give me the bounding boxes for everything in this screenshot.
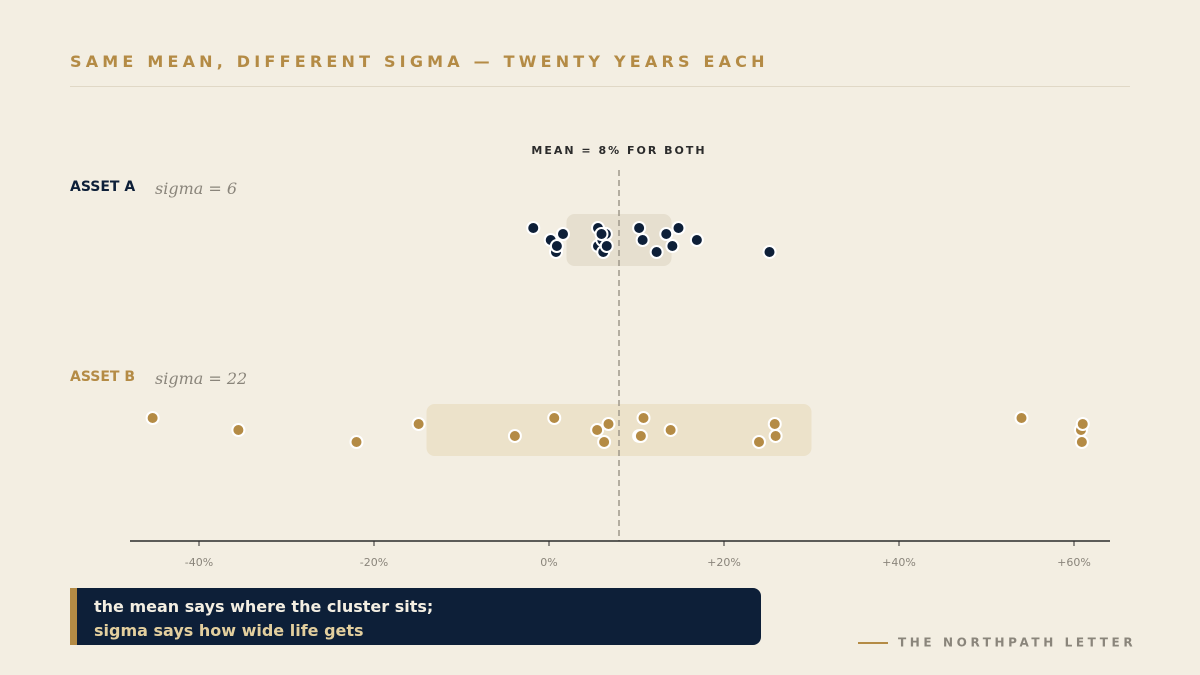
brand-dash [858,641,888,644]
callout-line-1: the mean says where the cluster sits; [94,597,434,616]
asset-b-point [1075,417,1090,431]
asset-a-point [549,239,564,253]
asset-b-point [601,417,616,431]
asset-a-point [659,227,674,241]
mean-label: MEAN = 8% FOR BOTH [531,144,706,157]
asset-b-point [752,435,766,449]
asset-b-point [349,435,364,449]
x-tick-label: -20% [360,556,388,569]
asset-b-point [663,423,678,437]
x-tick-label: +20% [707,556,741,569]
asset-b-point [1014,411,1029,425]
asset-a-point [762,245,777,259]
asset-a-point [556,227,570,241]
asset-b-sigma-label: sigma = 22 [155,369,248,388]
asset-b-point [1074,435,1089,449]
asset-b-point [633,429,648,443]
asset-b-label: ASSET B [70,369,136,385]
asset-b-point [507,429,522,443]
asset-b-point [231,423,246,437]
asset-b-point [547,411,562,425]
asset-b-point [145,411,160,425]
brand-signature: THE NORTHPATH LETTER [858,632,1136,651]
asset-b-point [636,411,651,425]
asset-a-point [599,239,614,253]
asset-b-point [590,423,605,437]
brand-name: THE NORTHPATH LETTER [898,635,1137,650]
asset-a-point [635,233,650,247]
x-tick-label: +60% [1057,556,1091,569]
asset-a-point [665,239,680,253]
asset-a-point [594,227,609,241]
callout-line-2: sigma says how wide life gets [94,621,364,640]
asset-a-point [649,245,664,259]
x-tick-label: 0% [540,556,557,569]
asset-a-point [526,221,541,235]
asset-a-point [671,221,686,235]
asset-b-point [597,435,612,449]
asset-a-point [632,221,647,235]
asset-a-sigma-label: sigma = 6 [155,179,238,198]
asset-b-point [768,429,783,443]
x-tick-label: +40% [882,556,916,569]
asset-b-point [411,417,426,431]
takeaway-callout: the mean says where the cluster sits; si… [70,588,761,645]
asset-b-point [767,417,782,431]
x-tick-label: -40% [185,556,213,569]
chart-title: SAME MEAN, DIFFERENT SIGMA — TWENTY YEAR… [70,52,769,71]
asset-a-point [689,233,704,247]
title-divider [70,86,1130,87]
asset-a-label: ASSET A [70,179,136,195]
